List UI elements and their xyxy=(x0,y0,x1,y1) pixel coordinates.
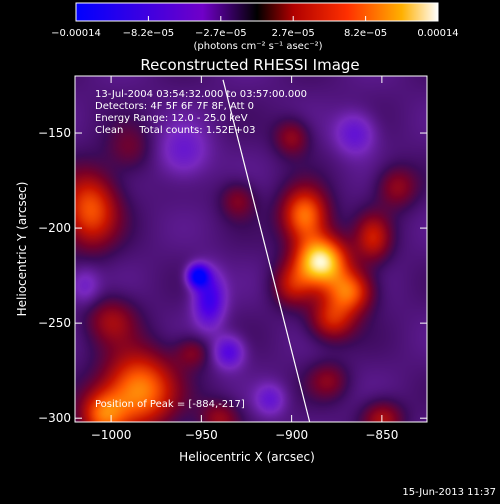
time-range-label: 13-Jul-2004 03:54:32.000 to 03:57:00.000 xyxy=(95,89,307,100)
colorbar-ticks: −0.00014 −8.2e−05 −2.7e−05 2.7e−05 8.2e−05 0.… xyxy=(51,16,459,39)
colorbar-tick-label: −8.2e−05 xyxy=(123,28,175,39)
plot-area: 13-Jul-2004 03:54:32.000 to 03:57:00.000… xyxy=(38,75,428,442)
y-tick-label: −200 xyxy=(38,221,71,235)
solar-limb-line xyxy=(222,79,311,423)
detectors-label: Detectors: 4F 5F 6F 7F 8F, Att 0 xyxy=(95,101,254,112)
colorbar: −0.00014 −8.2e−05 −2.7e−05 2.7e−05 8.2e−05 0.… xyxy=(51,2,459,52)
chart-title: Reconstructed RHESSI Image xyxy=(140,56,359,74)
colorbar-tick-label: −2.7e−05 xyxy=(195,28,247,39)
energy-range-label: Energy Range: 12.0 - 25.0 keV xyxy=(95,113,248,124)
x-tick-label: −850 xyxy=(365,428,398,442)
plot-frame xyxy=(74,75,428,423)
axis-ticks: −1000 −950 −900 −850 −150 −200 −250 −300 xyxy=(38,76,427,442)
clean-counts-label: Clean Total counts: 1.52E+03 xyxy=(95,125,255,136)
y-axis-label: Heliocentric Y (arcsec) xyxy=(15,182,29,317)
peak-position-label: Position of Peak = [-884,-217] xyxy=(95,399,245,410)
colorbar-gradient xyxy=(75,2,439,22)
x-tick-label: −950 xyxy=(185,428,218,442)
colorbar-unit-label: (photons cm⁻² s⁻¹ asec⁻²) xyxy=(193,41,322,52)
colorbar-tick-label: −0.00014 xyxy=(51,28,101,39)
heatmap-image xyxy=(75,76,427,422)
footer-date: 15-Jun-2013 11:37 xyxy=(402,487,496,498)
colorbar-tick-label: 0.00014 xyxy=(417,28,458,39)
x-tick-label: −1000 xyxy=(91,428,132,442)
y-tick-label: −150 xyxy=(38,126,71,140)
info-annotations: 13-Jul-2004 03:54:32.000 to 03:57:00.000… xyxy=(95,89,307,410)
colorbar-tick-label: 2.7e−05 xyxy=(272,28,315,39)
y-tick-label: −300 xyxy=(38,411,71,425)
x-axis-label: Heliocentric X (arcsec) xyxy=(179,450,315,464)
colorbar-tick-label: 8.2e−05 xyxy=(344,28,387,39)
y-tick-label: −250 xyxy=(38,316,71,330)
x-tick-label: −900 xyxy=(275,428,308,442)
